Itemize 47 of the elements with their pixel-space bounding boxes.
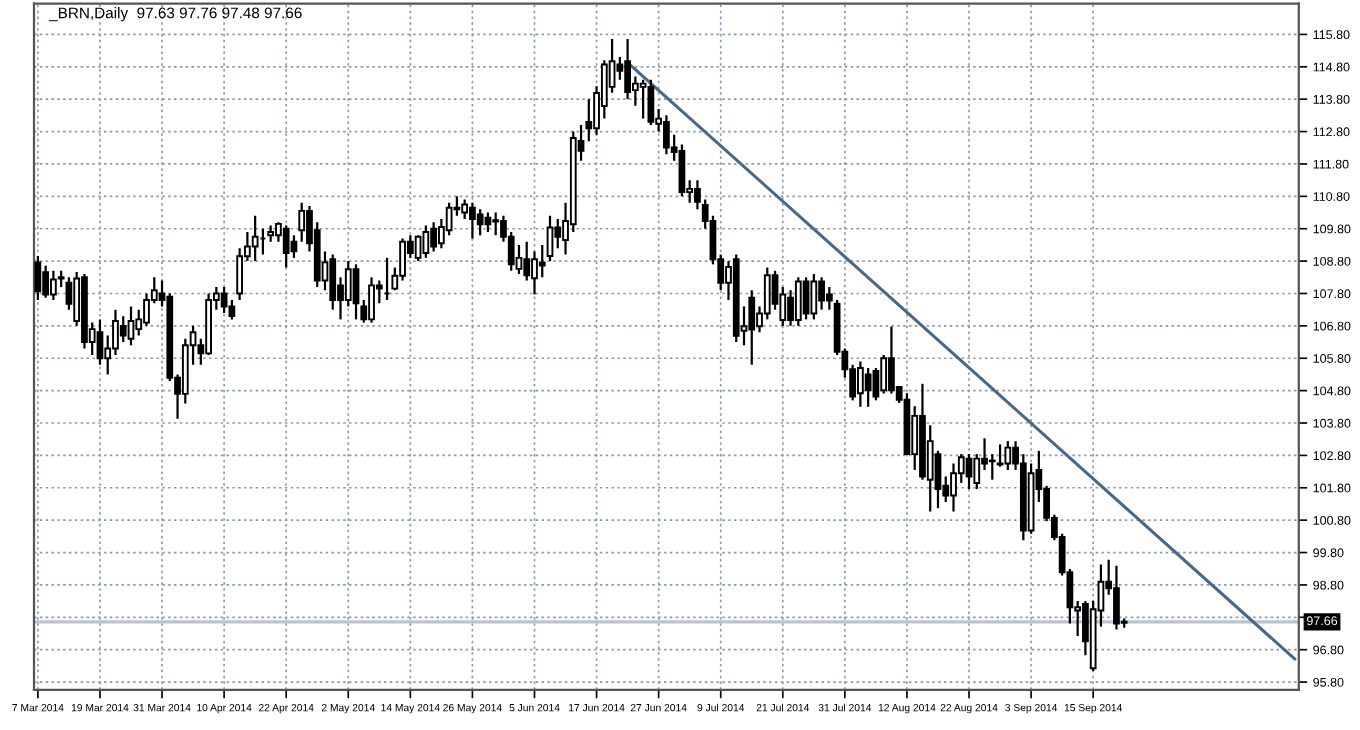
candlestick [647, 78, 655, 127]
candlestick [445, 201, 453, 237]
candlestick [787, 289, 794, 327]
candlestick [96, 318, 104, 366]
candlestick [531, 250, 538, 296]
candlestick [298, 201, 306, 243]
candlestick [818, 276, 825, 311]
candlestick [42, 264, 50, 299]
candlestick [414, 234, 422, 263]
candlestick [911, 405, 919, 472]
candlestick [639, 78, 647, 120]
candlestick [119, 315, 127, 344]
candlestick [476, 208, 484, 237]
candlestick [430, 221, 437, 253]
candlestick [864, 366, 872, 408]
candlestick [492, 211, 500, 237]
candlestick [515, 243, 523, 276]
candlestick [1004, 440, 1012, 472]
candlestick [484, 211, 492, 234]
candlestick [546, 214, 554, 263]
candlestick [1113, 564, 1120, 631]
candlestick [663, 114, 670, 156]
candlestick [678, 143, 686, 198]
candlestick [988, 452, 996, 481]
candlestick [329, 253, 337, 311]
candlestick [888, 325, 895, 395]
candlestick [523, 240, 531, 282]
candlestick [50, 269, 57, 302]
candlestick [950, 462, 957, 513]
candlestick [554, 217, 562, 250]
candlestick [422, 224, 430, 259]
candlestick [352, 263, 360, 321]
candlestick [880, 353, 888, 395]
candlestick [538, 243, 546, 279]
candlestick [469, 201, 476, 240]
candlestick [282, 224, 290, 269]
candlestick [127, 305, 135, 347]
candlestick [624, 37, 631, 101]
candlestick [368, 276, 375, 324]
candlestick [748, 289, 756, 366]
candlestick [794, 276, 802, 327]
candlestick [251, 214, 259, 263]
candlestick [34, 254, 42, 302]
candlestick [802, 276, 810, 321]
candlestick [857, 360, 864, 408]
candlestick [810, 272, 818, 321]
candlestick [399, 237, 406, 282]
